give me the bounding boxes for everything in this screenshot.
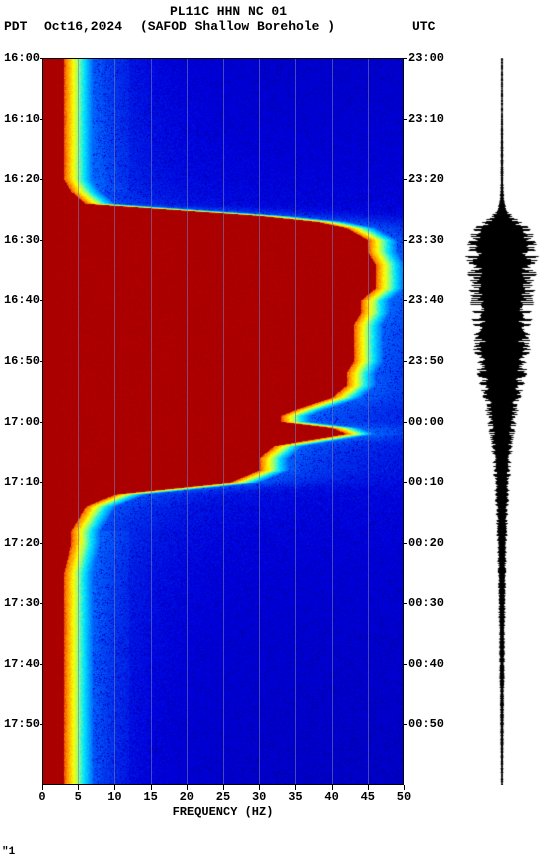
ytick-right: 23:40	[408, 293, 454, 307]
ytick-right: 00:00	[408, 415, 454, 429]
xtick: 45	[361, 790, 375, 804]
ytick-right: 23:10	[408, 112, 454, 126]
x-axis-label: FREQUENCY (HZ)	[42, 805, 404, 819]
xtick: 50	[397, 790, 411, 804]
site-name: (SAFOD Shallow Borehole )	[140, 19, 335, 34]
xtick: 15	[143, 790, 157, 804]
spectrogram-plot	[42, 58, 404, 785]
ytick-right: 00:20	[408, 536, 454, 550]
ytick-left: 16:40	[0, 293, 40, 307]
xtick: 30	[252, 790, 266, 804]
ytick-left: 16:10	[0, 112, 40, 126]
station-id: PL11C HHN NC 01	[170, 4, 287, 19]
timezone-right: UTC	[412, 19, 435, 34]
timezone-left: PDT	[4, 19, 27, 34]
ytick-right: 23:20	[408, 172, 454, 186]
corner-mark: "1	[2, 846, 15, 858]
xtick: 20	[180, 790, 194, 804]
xtick: 35	[288, 790, 302, 804]
ytick-right: 23:50	[408, 354, 454, 368]
ytick-left: 17:50	[0, 717, 40, 731]
ytick-left: 16:00	[0, 51, 40, 65]
ytick-left: 17:00	[0, 415, 40, 429]
ytick-left: 16:50	[0, 354, 40, 368]
xtick: 25	[216, 790, 230, 804]
ytick-left: 17:20	[0, 536, 40, 550]
waveform-canvas	[458, 58, 546, 785]
waveform-plot	[458, 58, 546, 785]
ytick-right: 00:30	[408, 596, 454, 610]
ytick-left: 17:40	[0, 657, 40, 671]
date: Oct16,2024	[44, 19, 122, 34]
ytick-right: 23:30	[408, 233, 454, 247]
ytick-right: 00:50	[408, 717, 454, 731]
xtick: 5	[75, 790, 82, 804]
ytick-left: 17:30	[0, 596, 40, 610]
xtick: 10	[107, 790, 121, 804]
xtick: 0	[38, 790, 45, 804]
ytick-left: 17:10	[0, 475, 40, 489]
ytick-right: 00:40	[408, 657, 454, 671]
ytick-right: 23:00	[408, 51, 454, 65]
ytick-left: 16:30	[0, 233, 40, 247]
xtick: 40	[324, 790, 338, 804]
ytick-left: 16:20	[0, 172, 40, 186]
ytick-right: 00:10	[408, 475, 454, 489]
